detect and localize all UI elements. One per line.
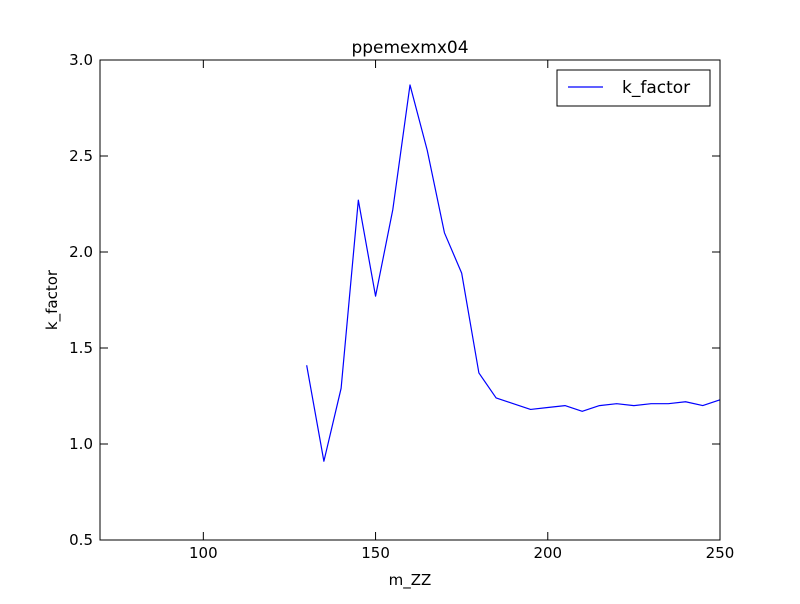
y-tick-label: 1.5	[69, 339, 93, 357]
x-axis-ticks: 100 150 200 250	[189, 60, 734, 562]
y-tick-label: 3.0	[69, 51, 93, 69]
chart-title: ppemexmx04	[351, 38, 468, 58]
series-layer	[306, 84, 721, 462]
legend: k_factor	[556, 69, 711, 107]
legend-box	[556, 69, 711, 107]
y-tick-label: 1.0	[69, 435, 93, 453]
plot-frame	[99, 59, 721, 541]
y-axis-label: k_factor	[43, 269, 62, 330]
y-tick-label: 2.5	[69, 147, 93, 165]
plot-area	[100, 60, 720, 540]
series-line-k-factor	[306, 84, 721, 462]
legend-label: k_factor	[622, 78, 690, 98]
x-tick-label: 200	[533, 544, 562, 562]
x-tick-label: 100	[189, 544, 218, 562]
x-axis-label: m_ZZ	[389, 571, 432, 590]
x-tick-label: 150	[361, 544, 390, 562]
x-tick-label: 250	[706, 544, 735, 562]
y-axis-ticks: 0.5 1.0 1.5 2.0 2.5 3.0	[69, 51, 720, 549]
y-tick-label: 2.0	[69, 243, 93, 261]
y-tick-label: 0.5	[69, 531, 93, 549]
